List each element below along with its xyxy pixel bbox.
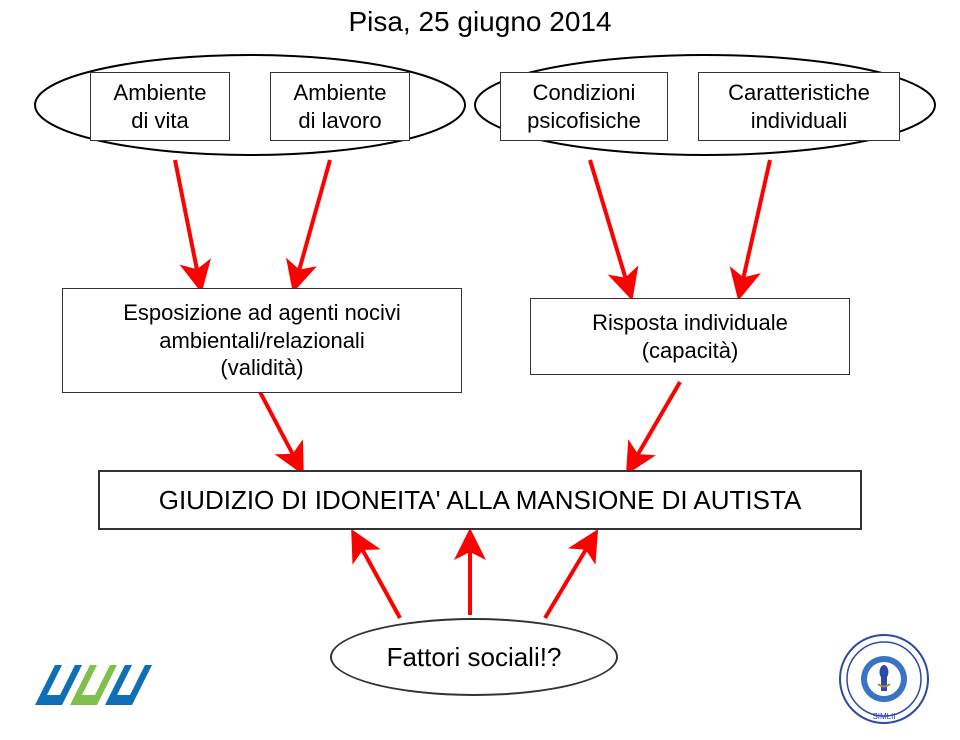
box-ambiente-di-lavoro: Ambiente di lavoro <box>270 72 410 141</box>
label: Risposta individuale <box>592 310 788 335</box>
svg-text:SIMLII: SIMLII <box>872 712 895 721</box>
box-risposta: Risposta individuale (capacità) <box>530 298 850 375</box>
label: Fattori sociali!? <box>387 642 562 673</box>
label: ambientali/relazionali <box>159 328 364 353</box>
box-condizioni-psicofisiche: Condizioni psicofisiche <box>500 72 668 141</box>
box-ambiente-di-vita: Ambiente di vita <box>90 72 230 141</box>
logo-right-icon: SIMLII <box>838 633 930 725</box>
label: Esposizione ad agenti nocivi <box>123 300 401 325</box>
label: Caratteristiche <box>728 80 870 105</box>
box-esposizione: Esposizione ad agenti nocivi ambientali/… <box>62 288 462 393</box>
label: Condizioni <box>533 80 636 105</box>
label: (validità) <box>220 355 303 380</box>
label: individuali <box>751 108 848 133</box>
box-giudizio: GIUDIZIO DI IDONEITA' ALLA MANSIONE DI A… <box>98 470 862 530</box>
label: psicofisiche <box>527 108 641 133</box>
box-caratteristiche-individuali: Caratteristiche individuali <box>698 72 900 141</box>
diagram-canvas: Pisa, 25 giugno 2014 Ambiente di vita Am… <box>0 0 960 740</box>
label: GIUDIZIO DI IDONEITA' ALLA MANSIONE DI A… <box>159 485 802 516</box>
logo-left-icon <box>30 655 160 715</box>
label: Ambiente <box>114 80 207 105</box>
label: di lavoro <box>298 108 381 133</box>
label: (capacità) <box>642 338 739 363</box>
page-title: Pisa, 25 giugno 2014 <box>0 6 960 38</box>
label: di vita <box>131 108 188 133</box>
ellipse-fattori-sociali: Fattori sociali!? <box>330 618 618 696</box>
label: Ambiente <box>294 80 387 105</box>
